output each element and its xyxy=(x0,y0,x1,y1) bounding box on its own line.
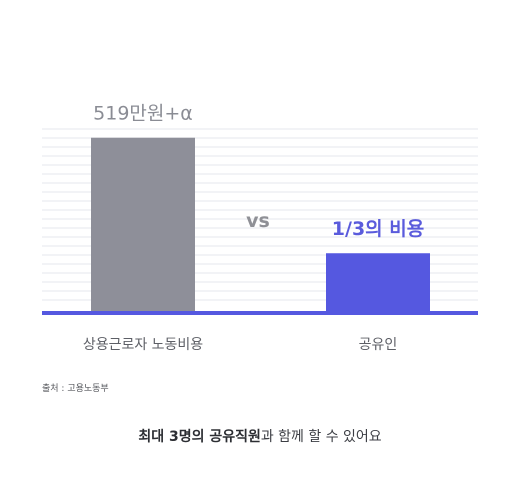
vs-annotation: vs xyxy=(246,210,270,232)
chart-baseline xyxy=(42,311,478,315)
footer-caption: 최대 3명의 공유직원과 함께 할 수 있어요 xyxy=(0,426,520,446)
bar-chart: 519만원+α 1/3의 비용 vs 상용근로자 노동비용 공유인 xyxy=(42,103,478,353)
category-label-left: 상용근로자 노동비용 xyxy=(83,337,203,353)
category-label-right: 공유인 xyxy=(359,337,398,353)
source-note: 출처 : 고용노동부 xyxy=(42,384,109,394)
data-label-left: 519만원+α xyxy=(93,103,193,125)
footer-caption-bold: 최대 3명의 공유직원 xyxy=(138,429,261,445)
bar-shared-staff xyxy=(326,253,430,311)
bars-group xyxy=(91,137,430,311)
footer-caption-normal: 과 함께 할 수 있어요 xyxy=(260,429,382,445)
data-label-right: 1/3의 비용 xyxy=(332,218,424,240)
bar-regular-workers xyxy=(91,137,195,311)
